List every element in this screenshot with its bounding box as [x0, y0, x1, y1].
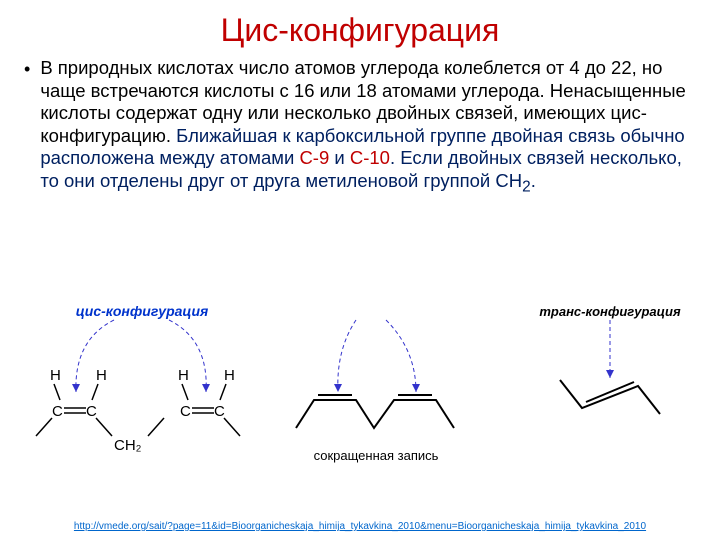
text-and: и — [329, 147, 350, 168]
text-period: . — [531, 170, 536, 191]
atom-c: C — [86, 403, 97, 420]
atom-c: C — [214, 403, 225, 420]
trans-skeletal: транс-конфигурация — [539, 304, 681, 414]
text-c10: С-10 — [350, 147, 390, 168]
bullet-marker: • — [24, 59, 30, 81]
atom-h: H — [224, 367, 235, 384]
atom-c: C — [180, 403, 191, 420]
atom-ch2: CH₂ — [114, 437, 142, 454]
short-label-text: сокращенная запись — [314, 448, 439, 463]
atom-h: H — [178, 367, 189, 384]
atom-h: H — [50, 367, 61, 384]
bullet-text: В природных кислотах число атомов углеро… — [40, 57, 692, 197]
cis-structural: цис-конфигурация H H C C CH₂ H H C C — [36, 303, 240, 454]
text-c9: С-9 — [299, 147, 329, 168]
cis-label-text: цис-конфигурация — [76, 303, 209, 319]
text-sub2: 2 — [522, 179, 531, 196]
cis-skeletal: сокращенная запись — [296, 320, 454, 463]
diagrams-area: цис-конфигурация H H C C CH₂ H H C C сок… — [0, 300, 720, 480]
atom-c: C — [52, 403, 63, 420]
slide-title: Цис-конфигурация — [28, 12, 692, 49]
trans-label-text: транс-конфигурация — [539, 304, 681, 319]
atom-h: H — [96, 367, 107, 384]
bullet-block: • В природных кислотах число атомов угле… — [28, 57, 692, 197]
text-methylene: метиленовой группой СН — [305, 170, 522, 191]
source-link[interactable]: http://vmede.org/sait/?page=11&id=Bioorg… — [0, 521, 720, 532]
